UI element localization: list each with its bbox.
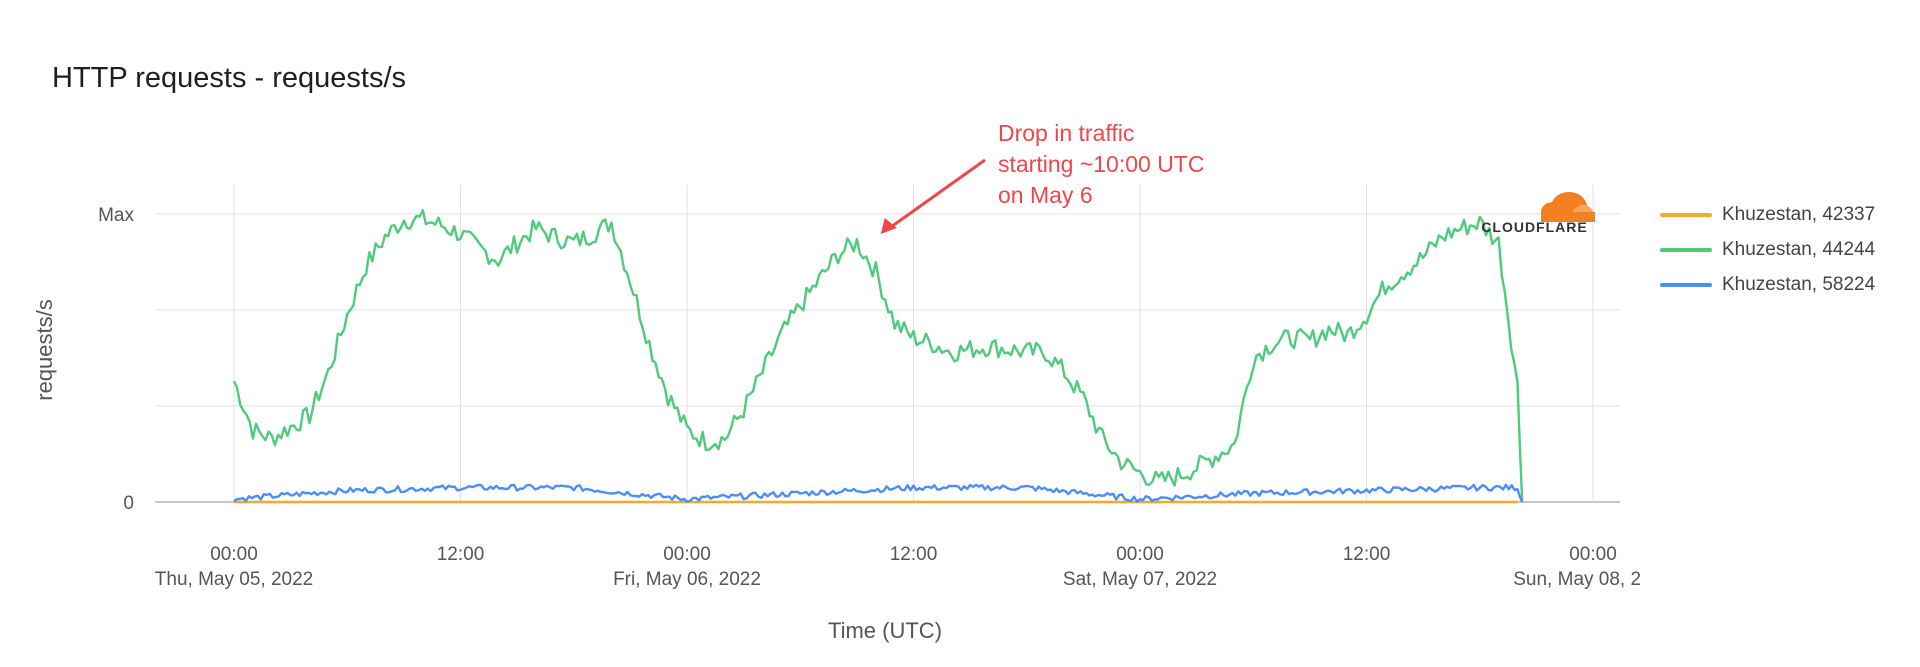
- cloudflare-logo: CLOUDFLARE: [1467, 188, 1602, 236]
- x-tick-time-label: 12:00: [437, 544, 485, 565]
- x-tick-time-label: 12:00: [1343, 544, 1391, 565]
- x-tick-time-label: 00:00: [663, 544, 711, 565]
- annotation: Drop in traffic starting ~10:00 UTC on M…: [998, 118, 1204, 211]
- logo-text: CLOUDFLARE: [1481, 219, 1588, 235]
- annotation-line-2: starting ~10:00 UTC: [998, 151, 1205, 177]
- legend-label: Khuzestan, 58224: [1722, 273, 1876, 295]
- x-tick-time-label: 00:00: [1569, 544, 1617, 565]
- line-chart: 00:00 Thu, May 05, 2022 12:00 00:00 Fri, May…: [32, 158, 1640, 643]
- legend-swatch: [1660, 282, 1712, 287]
- y-tick-label: 0: [123, 493, 134, 514]
- x-tick-date-label: Thu, May 05, 2022: [155, 569, 313, 590]
- legend-item[interactable]: Khuzestan, 44244: [1660, 232, 1875, 267]
- annotation-arrow-head: [880, 217, 897, 234]
- x-axis: 00:00 Thu, May 05, 2022 12:00 00:00 Fri, May…: [155, 544, 1640, 643]
- grid-lines: [155, 185, 1620, 503]
- x-tick-time-label: 12:00: [890, 544, 938, 565]
- legend-swatch: [1660, 212, 1712, 217]
- cloud-icon: [1541, 192, 1595, 222]
- legend-label: Khuzestan, 44244: [1722, 238, 1876, 260]
- annotation-line-1: Drop in traffic: [998, 120, 1135, 146]
- series-layer: [232, 209, 1524, 504]
- legend-item[interactable]: Khuzestan, 42337: [1660, 197, 1875, 232]
- y-tick-label: Max: [98, 205, 134, 226]
- chart-title: HTTP requests - requests/s: [52, 62, 407, 94]
- legend-swatch: [1660, 247, 1712, 252]
- x-tick-date-label: Sat, May 07, 2022: [1063, 569, 1217, 590]
- series-line: [233, 483, 1524, 503]
- x-tick-date-label: Sun, May 08, 2022: [1513, 569, 1640, 590]
- legend-item[interactable]: Khuzestan, 58224: [1660, 267, 1875, 302]
- annotation-arrow: [880, 158, 986, 234]
- x-tick-time-label: 00:00: [210, 544, 258, 565]
- legend: Khuzestan, 42337 Khuzestan, 44244 Khuzes…: [1660, 197, 1875, 302]
- annotation-line-3: on May 6: [998, 182, 1093, 208]
- x-tick-time-label: 00:00: [1116, 544, 1164, 565]
- annotation-arrow-line: [885, 158, 986, 232]
- y-axis-title: requests/s: [32, 299, 57, 401]
- x-axis-title: Time (UTC): [828, 618, 942, 643]
- legend-label: Khuzestan, 42337: [1722, 203, 1876, 225]
- y-axis: 0 Max requests/s: [32, 205, 134, 514]
- series-line: [232, 209, 1524, 503]
- x-tick-date-label: Fri, May 06, 2022: [613, 569, 761, 590]
